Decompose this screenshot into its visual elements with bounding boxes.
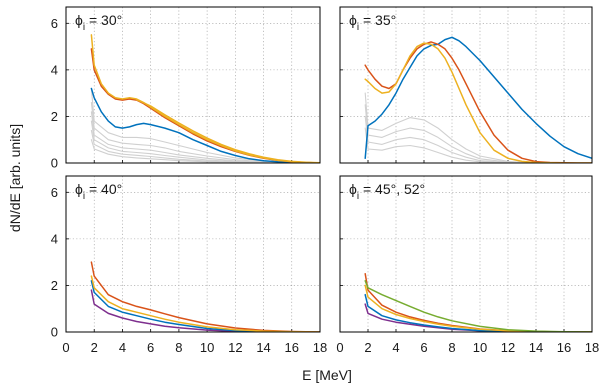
panel-3: 0 2 4 6 8 10 12 14 16 18 0 2 4 6 ϕi = 40° xyxy=(51,175,327,355)
panel-2: ϕi = 35° xyxy=(339,6,593,164)
y-tick-label: 0 xyxy=(51,325,58,340)
x-tick-label: 14 xyxy=(529,340,543,355)
x-tick-label: 0 xyxy=(62,340,69,355)
x-tick-label: 10 xyxy=(200,340,214,355)
spectrum-line-5 xyxy=(364,280,592,332)
panel-title: ϕi = 45°, 52° xyxy=(349,181,425,202)
background-spectrum-line xyxy=(364,104,537,163)
panel-title: ϕi = 30° xyxy=(75,12,122,33)
x-tick-label: 14 xyxy=(256,340,270,355)
spectrum-line-5 xyxy=(364,36,592,160)
x-tick-label: 18 xyxy=(313,340,327,355)
spectrum-line-7 xyxy=(90,87,320,163)
y-tick-label: 6 xyxy=(51,16,58,31)
x-axis-title: E [MeV] xyxy=(302,367,352,383)
spectrum-line-1 xyxy=(90,289,320,332)
background-spectrum-line xyxy=(364,115,537,163)
y-axis-title: dN/dE [arb. units] xyxy=(7,124,23,232)
y-tick-label: 6 xyxy=(51,185,58,200)
background-spectrum-line xyxy=(364,92,537,163)
y-tick-label: 2 xyxy=(51,278,58,293)
x-tick-label: 4 xyxy=(119,340,126,355)
panel-frame xyxy=(339,6,593,164)
y-tick-label: 4 xyxy=(51,231,58,246)
x-tick-label: 10 xyxy=(473,340,487,355)
x-tick-label: 2 xyxy=(91,340,98,355)
x-tick-label: 8 xyxy=(448,340,455,355)
y-tick-label: 2 xyxy=(51,109,58,124)
panel-frame xyxy=(65,6,321,164)
x-tick-label: 16 xyxy=(557,340,571,355)
x-tick-label: 18 xyxy=(585,340,599,355)
spectrum-line-3 xyxy=(90,261,320,332)
x-tick-label: 0 xyxy=(336,340,343,355)
panel-title: ϕi = 35° xyxy=(349,12,396,33)
spectrum-line-6 xyxy=(364,41,592,163)
x-tick-label: 12 xyxy=(228,340,242,355)
panel-frame xyxy=(65,175,321,333)
y-tick-label: 4 xyxy=(51,62,58,77)
x-tick-label: 16 xyxy=(285,340,299,355)
spectrum-line-4 xyxy=(90,275,320,332)
x-tick-label: 6 xyxy=(147,340,154,355)
panel-frame xyxy=(339,175,593,333)
panel-1: 0 2 4 6 ϕi = 30° xyxy=(51,6,321,171)
y-tick-label: 0 xyxy=(51,156,58,171)
panel-title: ϕi = 40° xyxy=(75,181,122,202)
spectrum-line-1 xyxy=(364,303,592,332)
x-tick-label: 6 xyxy=(420,340,427,355)
background-spectrum-line xyxy=(364,127,537,163)
spectrum-line-8 xyxy=(90,48,320,163)
x-tick-label: 12 xyxy=(501,340,515,355)
spectrum-line-10 xyxy=(135,98,320,163)
spectrum-line-7 xyxy=(364,42,592,163)
x-tick-label: 8 xyxy=(175,340,182,355)
x-tick-label: 4 xyxy=(392,340,399,355)
spectrum-line-4 xyxy=(364,284,592,332)
panel-4: 0 2 4 6 8 10 12 14 16 18 ϕi = 45°, 52° xyxy=(336,175,599,355)
x-tick-label: 2 xyxy=(364,340,371,355)
